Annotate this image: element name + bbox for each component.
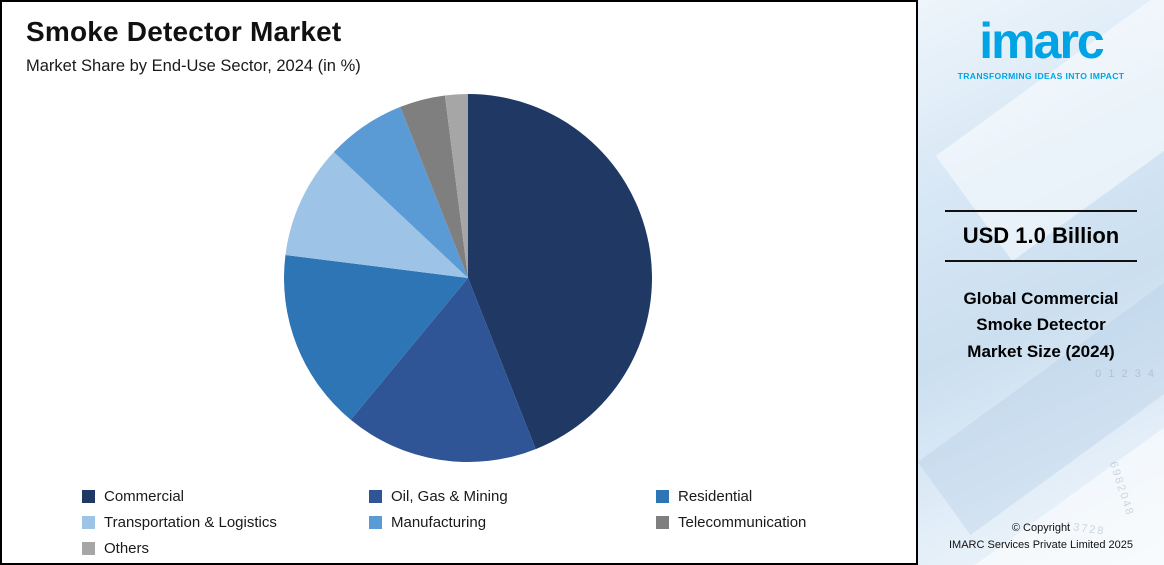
logo-tagline: TRANSFORMING IDEAS INTO IMPACT xyxy=(957,71,1125,81)
imarc-logo: imarc TRANSFORMING IDEAS INTO IMPACT xyxy=(918,16,1164,81)
page-title: Smoke Detector Market xyxy=(26,16,342,47)
pie-slice-manufacturing xyxy=(333,106,468,278)
imarc-logo-text: imarc xyxy=(979,13,1104,69)
sidebar: imarc TRANSFORMING IDEAS INTO IMPACT USD… xyxy=(918,0,1164,565)
page-subtitle: Market Share by End-Use Sector, 2024 (in… xyxy=(26,57,361,75)
legend-swatch xyxy=(656,490,669,503)
legend-swatch xyxy=(369,490,382,503)
pie-chart xyxy=(284,94,652,462)
legend-label: Transportation & Logistics xyxy=(104,514,277,531)
market-size-label: Global Commercial Smoke Detector Market … xyxy=(963,289,1119,361)
watermark: 6982048 xyxy=(1107,460,1137,518)
chart-panel: Smoke Detector Market Market Share by En… xyxy=(0,0,918,565)
pie-slice-residential xyxy=(284,254,468,420)
pie-slice-transportation-logistics xyxy=(285,152,468,278)
legend-item: Residential xyxy=(656,488,916,505)
legend-item: Others xyxy=(82,540,369,557)
legend-label: Residential xyxy=(678,488,753,505)
legend-label: Others xyxy=(104,540,150,557)
legend-swatch xyxy=(82,516,95,529)
copyright-line1: © Copyright xyxy=(1011,522,1071,534)
pie-slice-commercial xyxy=(468,94,652,450)
legend-label: Telecommunication xyxy=(678,514,807,531)
legend-label: Manufacturing xyxy=(391,514,487,531)
legend-label: Oil, Gas & Mining xyxy=(391,488,508,505)
market-size-value: USD 1.0 Billion xyxy=(945,210,1137,262)
legend-swatch xyxy=(656,516,669,529)
pie-slice-oil-gas-mining xyxy=(350,278,536,462)
legend-label: Commercial xyxy=(104,488,185,505)
pie-slice-others xyxy=(444,94,468,278)
pie-slice-telecommunication xyxy=(400,95,468,278)
legend-item: Commercial xyxy=(82,488,369,505)
copyright: © Copyright IMARC Services Private Limit… xyxy=(918,520,1164,553)
legend-swatch xyxy=(369,516,382,529)
legend-swatch xyxy=(82,542,95,555)
legend-item: Oil, Gas & Mining xyxy=(369,488,656,505)
legend: Commercial Oil, Gas & Mining Residential Tr… xyxy=(2,488,916,557)
legend-swatch xyxy=(82,490,95,503)
watermark: 0 1 2 3 4 xyxy=(1095,368,1156,380)
legend-item: Telecommunication xyxy=(656,514,916,531)
market-size-block: USD 1.0 Billion Global Commercial Smoke … xyxy=(945,210,1137,365)
legend-item: Transportation & Logistics xyxy=(82,514,369,531)
copyright-line2: IMARC Services Private Limited 2025 xyxy=(948,538,1133,551)
legend-item: Manufacturing xyxy=(369,514,656,531)
